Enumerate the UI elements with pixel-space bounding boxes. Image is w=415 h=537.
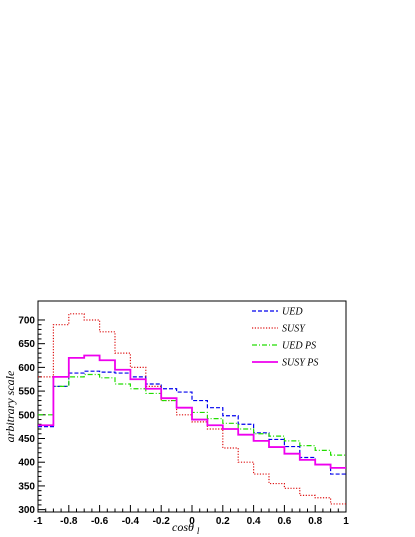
legend: UED SUSY UED PS SUSY PS xyxy=(252,307,318,369)
series-ued-ps-line xyxy=(38,373,346,456)
y-tick-label: 350 xyxy=(18,481,35,492)
x-axis-title-subscript: l xyxy=(197,526,200,536)
legend-label-ued-ps: UED PS xyxy=(282,341,316,352)
y-axis-title: arbitrary scale xyxy=(3,370,17,442)
x-tick-label: -0.6 xyxy=(91,516,109,527)
x-axis-title-main: cosθ xyxy=(172,520,194,534)
x-tick-label: -0.8 xyxy=(60,516,78,527)
x-tick-label: 0.6 xyxy=(277,516,291,527)
y-tick-label: 600 xyxy=(18,363,35,374)
series-layer xyxy=(38,313,346,505)
x-tick-label: -0.2 xyxy=(153,516,171,527)
x-tick-label: -0.4 xyxy=(122,516,140,527)
x-tick-label: 0.2 xyxy=(216,516,230,527)
legend-label-susy: SUSY xyxy=(282,324,306,335)
x-tick-label: -1 xyxy=(34,516,43,527)
x-tick-label: 1 xyxy=(343,516,349,527)
y-tick-label: 650 xyxy=(18,339,35,350)
y-tick-label: 400 xyxy=(18,458,35,469)
legend-label-ued: UED xyxy=(282,307,303,318)
y-tick-label: 300 xyxy=(18,505,35,516)
x-tick-label: 0.8 xyxy=(308,516,322,527)
y-tick-label: 700 xyxy=(18,315,35,326)
series-ued-line xyxy=(38,370,346,475)
x-tick-label: 0 xyxy=(189,516,195,527)
x-axis-title: cosθ l xyxy=(172,520,200,536)
x-tick-label: 0.4 xyxy=(247,516,261,527)
legend-label-susy-ps: SUSY PS xyxy=(282,358,318,369)
x-axis: -1 -0.8 -0.6 -0.4 -0.2 0 0.2 0.4 0.6 0.8 1 xyxy=(34,505,349,527)
y-tick-label: 500 xyxy=(18,410,35,421)
y-tick-label: 450 xyxy=(18,434,35,445)
series-susy-ps-line xyxy=(38,354,346,469)
y-tick-label: 550 xyxy=(18,387,35,398)
